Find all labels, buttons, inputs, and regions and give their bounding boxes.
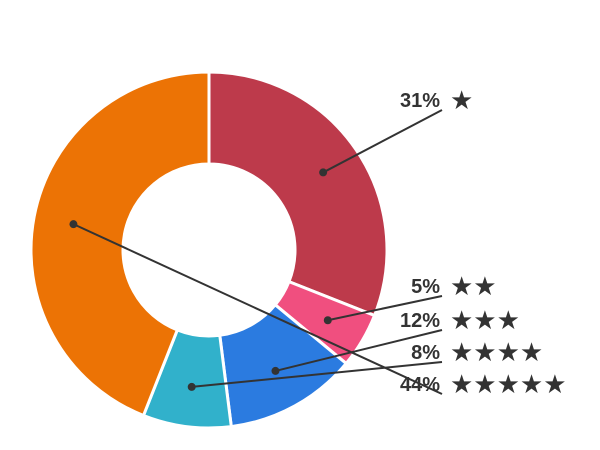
slice-category-label-3: ★★★ [450, 306, 520, 336]
leaders-layer [69, 109, 443, 395]
slice-value-label-3: 12% [400, 310, 440, 332]
slice-value-label-4: 8% [411, 342, 440, 364]
slice-value-label-5: 44% [400, 374, 440, 396]
leader-line-1 [322, 109, 443, 174]
slice-5 [29, 70, 211, 418]
slices-layer [29, 70, 389, 430]
slice-value-label-2: 5% [411, 276, 440, 298]
leader-line-2 [327, 295, 443, 322]
leader-line-5 [73, 223, 443, 395]
slice-category-label-4: ★★★★ [450, 338, 543, 368]
slice-value-label-1: 31% [400, 90, 440, 112]
labels-layer: 31% ★ 5% ★★ 12% ★★★ 8% ★★★★ 44% ★★★★★ [400, 86, 567, 400]
slice-1 [207, 70, 389, 318]
slice-category-label-1: ★ [450, 86, 473, 116]
slice-category-label-5: ★★★★★ [450, 370, 567, 400]
leader-line-4 [191, 361, 443, 388]
leader-line-3 [275, 329, 443, 372]
slice-category-label-2: ★★ [450, 272, 497, 302]
